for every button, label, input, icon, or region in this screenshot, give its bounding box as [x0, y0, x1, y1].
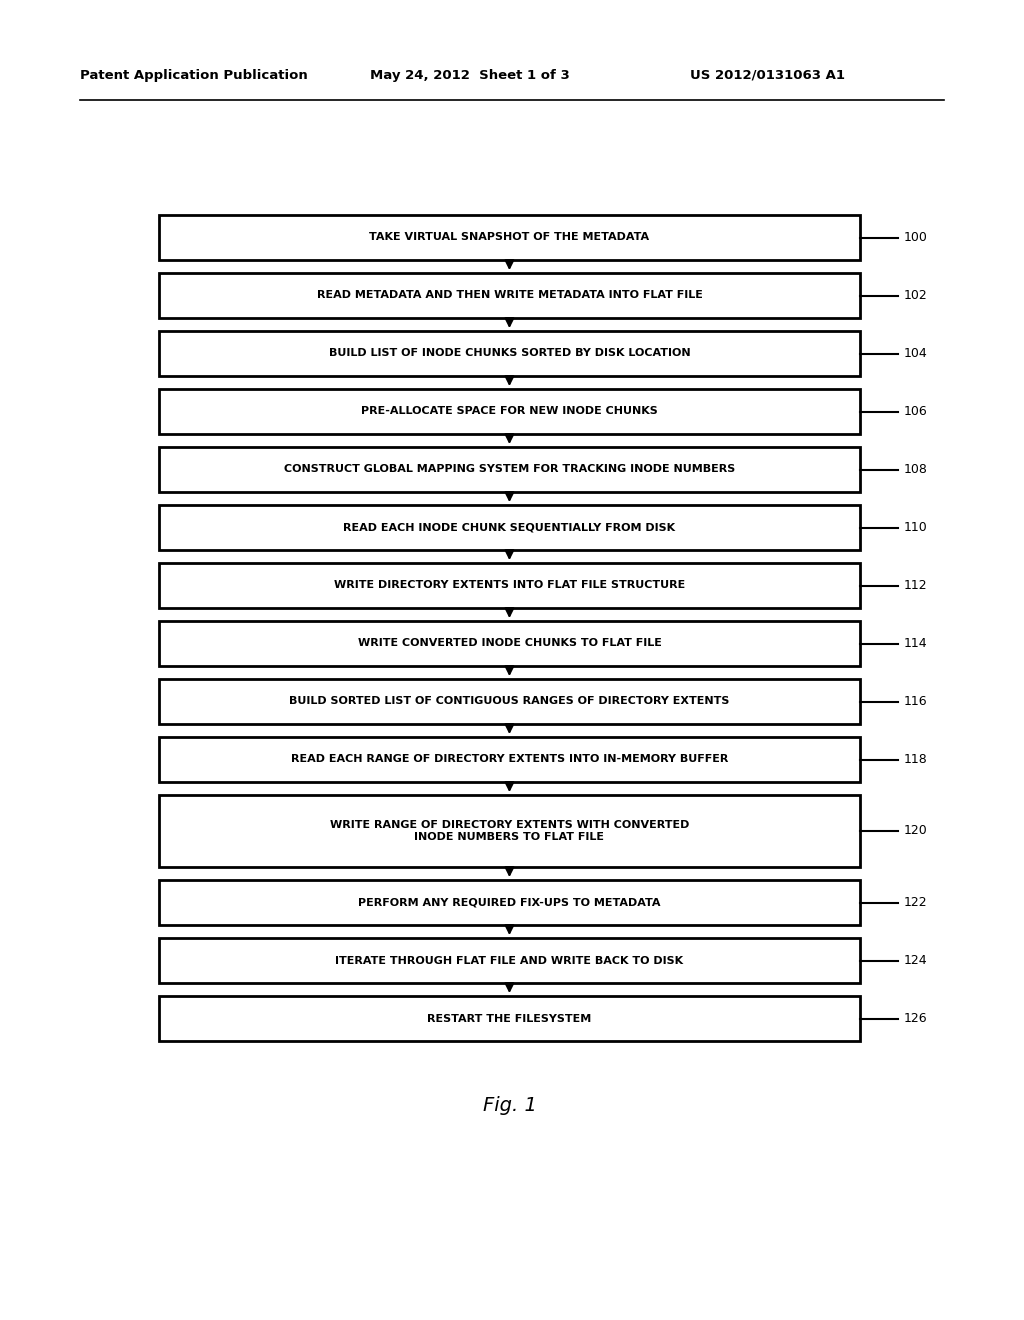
Text: 124: 124 [904, 954, 928, 968]
Text: WRITE DIRECTORY EXTENTS INTO FLAT FILE STRUCTURE: WRITE DIRECTORY EXTENTS INTO FLAT FILE S… [334, 581, 685, 590]
Text: WRITE RANGE OF DIRECTORY EXTENTS WITH CONVERTED
INODE NUMBERS TO FLAT FILE: WRITE RANGE OF DIRECTORY EXTENTS WITH CO… [330, 820, 689, 842]
Text: RESTART THE FILESYSTEM: RESTART THE FILESYSTEM [427, 1014, 592, 1023]
Text: TAKE VIRTUAL SNAPSHOT OF THE METADATA: TAKE VIRTUAL SNAPSHOT OF THE METADATA [370, 232, 649, 243]
Text: Patent Application Publication: Patent Application Publication [80, 69, 308, 82]
Text: PERFORM ANY REQUIRED FIX-UPS TO METADATA: PERFORM ANY REQUIRED FIX-UPS TO METADATA [358, 898, 660, 908]
Text: 104: 104 [904, 347, 928, 360]
Text: US 2012/0131063 A1: US 2012/0131063 A1 [690, 69, 845, 82]
Text: READ EACH RANGE OF DIRECTORY EXTENTS INTO IN-MEMORY BUFFER: READ EACH RANGE OF DIRECTORY EXTENTS INT… [291, 755, 728, 764]
Bar [159, 880, 860, 925]
Text: 120: 120 [904, 825, 928, 837]
Text: 122: 122 [904, 896, 928, 909]
Text: 102: 102 [904, 289, 928, 302]
Text: May 24, 2012  Sheet 1 of 3: May 24, 2012 Sheet 1 of 3 [370, 69, 569, 82]
Bar [159, 331, 860, 376]
Bar [159, 273, 860, 318]
Bar [159, 620, 860, 667]
Text: BUILD LIST OF INODE CHUNKS SORTED BY DISK LOCATION: BUILD LIST OF INODE CHUNKS SORTED BY DIS… [329, 348, 690, 359]
Text: 126: 126 [904, 1012, 928, 1026]
Text: 114: 114 [904, 638, 928, 649]
Text: 118: 118 [904, 752, 928, 766]
Bar [159, 447, 860, 492]
Bar [159, 795, 860, 867]
Text: ITERATE THROUGH FLAT FILE AND WRITE BACK TO DISK: ITERATE THROUGH FLAT FILE AND WRITE BACK… [336, 956, 683, 965]
Text: READ METADATA AND THEN WRITE METADATA INTO FLAT FILE: READ METADATA AND THEN WRITE METADATA IN… [316, 290, 702, 301]
Text: 116: 116 [904, 696, 928, 708]
Bar [159, 564, 860, 609]
Text: BUILD SORTED LIST OF CONTIGUOUS RANGES OF DIRECTORY EXTENTS: BUILD SORTED LIST OF CONTIGUOUS RANGES O… [289, 697, 730, 706]
Text: 100: 100 [904, 231, 928, 244]
Text: CONSTRUCT GLOBAL MAPPING SYSTEM FOR TRACKING INODE NUMBERS: CONSTRUCT GLOBAL MAPPING SYSTEM FOR TRAC… [284, 465, 735, 474]
Bar [159, 678, 860, 723]
Bar [159, 997, 860, 1041]
Text: 108: 108 [904, 463, 928, 477]
Text: WRITE CONVERTED INODE CHUNKS TO FLAT FILE: WRITE CONVERTED INODE CHUNKS TO FLAT FIL… [357, 639, 662, 648]
Bar [159, 506, 860, 550]
Text: READ EACH INODE CHUNK SEQUENTIALLY FROM DISK: READ EACH INODE CHUNK SEQUENTIALLY FROM … [343, 523, 676, 532]
Bar [159, 215, 860, 260]
Text: Fig. 1: Fig. 1 [482, 1096, 537, 1115]
Text: PRE-ALLOCATE SPACE FOR NEW INODE CHUNKS: PRE-ALLOCATE SPACE FOR NEW INODE CHUNKS [361, 407, 657, 417]
Text: 112: 112 [904, 579, 928, 591]
Text: 110: 110 [904, 521, 928, 535]
Bar [159, 939, 860, 983]
Bar [159, 737, 860, 781]
Text: 106: 106 [904, 405, 928, 418]
Bar [159, 389, 860, 434]
